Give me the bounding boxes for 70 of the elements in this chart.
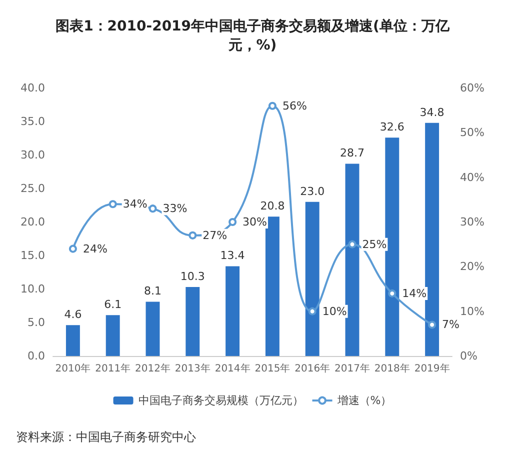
bar [106, 315, 120, 356]
data-label: 14% [402, 286, 427, 300]
data-label: 6.1 [104, 298, 122, 312]
point [308, 307, 316, 316]
x-tick-label: 2013年 [174, 362, 210, 374]
y2-tick-label: 20% [460, 260, 484, 274]
data-label: 30% [242, 216, 268, 228]
y2-tick-label: 10% [460, 304, 484, 318]
data-label: 25% [362, 238, 387, 251]
bar [146, 302, 160, 356]
legend-label: 增速（%） [336, 394, 392, 407]
data-label: 4.6 [64, 308, 82, 322]
legend-label: 中国电子商务交易规模（万亿元） [138, 394, 304, 407]
x-tick-label: 2017年 [334, 362, 370, 374]
y-tick-label: 0.0 [28, 350, 45, 362]
y-tick-label: 35.0 [20, 115, 45, 128]
point [228, 218, 237, 226]
data-label: 33% [162, 202, 188, 216]
data-label: 10% [322, 304, 347, 318]
data-label: 20.8 [260, 200, 285, 213]
bar [186, 286, 200, 356]
data-label: 28.7 [340, 146, 364, 160]
chart-title: 图表1：2010-2019年中国电子商务交易额及增速(单位：万亿元，%) [56, 18, 450, 54]
y-tick-label: 40.0 [20, 82, 45, 94]
data-label: 34% [122, 198, 148, 211]
data-label: 34.8 [420, 106, 444, 119]
y-tick-label: 15.0 [20, 249, 45, 262]
y2-tick-label: 50% [460, 126, 484, 140]
x-tick-label: 2018年 [374, 362, 410, 374]
data-label: 23.0 [300, 184, 325, 198]
point [268, 102, 276, 110]
y2-tick-label: 60% [460, 82, 484, 94]
bar [265, 216, 280, 356]
data-label: 27% [202, 228, 228, 242]
data-label: 8.1 [144, 284, 162, 298]
x-tick-label: 2016年 [294, 362, 330, 374]
y-tick-label: 10.0 [20, 282, 45, 296]
y2-tick-label: 40% [460, 170, 484, 184]
y2-tick-label: 0% [460, 350, 478, 362]
y-tick-label: 20.0 [20, 216, 45, 228]
point [388, 289, 396, 298]
x-tick-label: 2011年 [95, 362, 131, 374]
bar [425, 122, 440, 356]
point [348, 240, 356, 248]
y-tick-label: 30.0 [20, 148, 45, 162]
data-label: 13.4 [220, 249, 245, 262]
data-label: 24% [82, 242, 108, 256]
bar [226, 266, 240, 356]
y-tick-label: 5.0 [28, 316, 45, 329]
y2-tick-label: 30% [460, 216, 484, 228]
x-tick-label: 2014年 [214, 362, 250, 374]
y-tick-label: 25.0 [20, 182, 45, 195]
data-label: 32.6 [380, 120, 404, 134]
x-tick-label: 2019年 [414, 362, 450, 374]
bar [66, 325, 80, 356]
bar [385, 138, 400, 356]
bar [305, 202, 320, 356]
point [148, 204, 157, 213]
point [428, 320, 436, 329]
x-tick-label: 2012年 [135, 362, 170, 374]
text: 资料来源：中国电子商务研究中心 [16, 430, 196, 444]
data-label: 7% [442, 318, 460, 332]
bar [345, 164, 360, 356]
data-label: 56% [282, 99, 307, 112]
point [68, 244, 77, 253]
data-label: 10.3 [180, 270, 205, 283]
x-tick-label: 2015年 [254, 362, 290, 374]
point [108, 200, 117, 208]
x-tick-label: 2010年 [55, 362, 91, 374]
point [188, 231, 197, 240]
